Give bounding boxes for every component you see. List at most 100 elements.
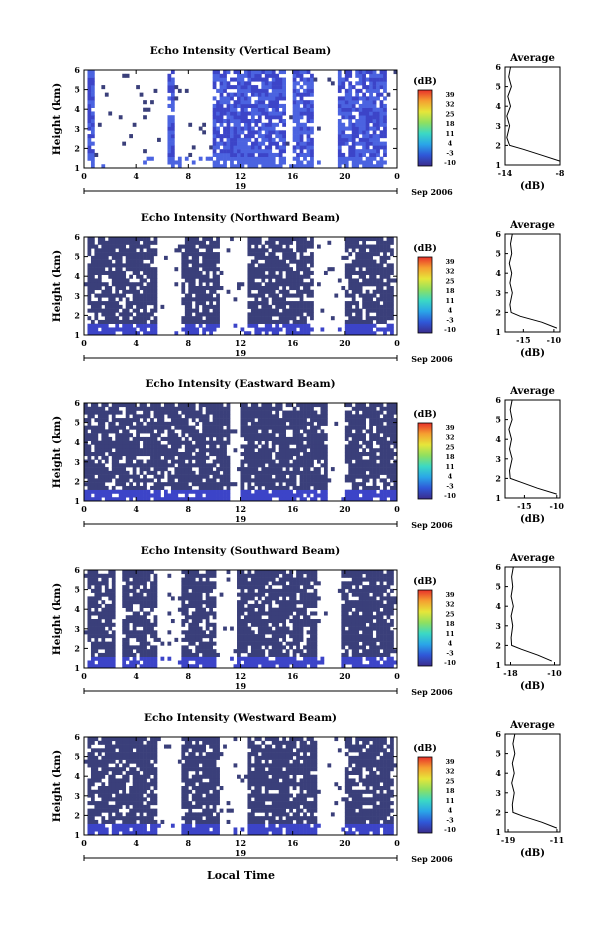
heatmap-cell <box>247 331 252 336</box>
heatmap-cell <box>223 100 227 105</box>
heatmap-cell <box>143 630 147 635</box>
heatmap-cell <box>275 81 280 86</box>
heatmap-cell <box>219 164 224 169</box>
heatmap-cell <box>365 444 370 449</box>
heatmap-cell <box>278 463 283 468</box>
heatmap-cell <box>146 421 151 426</box>
average-x-tick-label: -10 <box>550 501 565 511</box>
heatmap-cell <box>393 482 398 487</box>
heatmap-cell <box>202 641 207 646</box>
heatmap-cell <box>87 410 92 415</box>
heatmap-cell <box>362 270 366 275</box>
heatmap-cell <box>143 301 147 306</box>
heatmap-cell <box>261 414 266 419</box>
heatmap-cell <box>310 455 314 460</box>
heatmap-cell <box>285 452 290 457</box>
heatmap-cell <box>129 331 133 336</box>
heatmap-cell <box>344 263 349 268</box>
heatmap-cell <box>198 637 203 642</box>
heatmap-cell <box>358 130 363 135</box>
heatmap-cell <box>125 410 130 415</box>
heatmap-cell <box>278 248 283 253</box>
heatmap-cell <box>132 319 137 324</box>
heatmap-cell <box>254 100 259 105</box>
heatmap-cell <box>257 489 262 494</box>
heatmap-cell <box>111 577 116 582</box>
heatmap-cell <box>216 489 220 494</box>
heatmap-cell <box>240 414 245 419</box>
heatmap-cell <box>87 293 92 298</box>
heatmap-cell <box>205 263 210 268</box>
heatmap-cell <box>358 137 363 142</box>
heatmap-cell <box>143 267 147 272</box>
heatmap-cell <box>250 301 255 306</box>
heatmap-cell <box>240 485 245 490</box>
heatmap-cell <box>184 240 189 245</box>
heatmap-cell <box>202 130 207 135</box>
heatmap-cell <box>122 425 127 430</box>
heatmap-cell <box>195 263 200 268</box>
heatmap-cell <box>365 96 370 101</box>
heatmap-cell <box>216 286 220 291</box>
heatmap-cell <box>118 497 123 502</box>
heatmap-cell <box>216 467 220 472</box>
heatmap-cell <box>365 485 370 490</box>
heatmap-cell <box>358 418 363 423</box>
heatmap-cell <box>94 244 99 249</box>
heatmap-cell <box>237 77 241 82</box>
heatmap-cell <box>372 70 377 75</box>
heatmap-cell <box>216 403 220 408</box>
heatmap-cell <box>150 267 154 272</box>
heatmap-cell <box>118 452 123 457</box>
heatmap-cell <box>125 316 130 321</box>
heatmap-cell <box>184 244 189 249</box>
heatmap-cell <box>160 418 165 423</box>
heatmap-cell <box>153 577 158 582</box>
heatmap-cell <box>139 645 144 650</box>
heatmap-cell <box>153 327 158 332</box>
heatmap-cell <box>115 278 120 283</box>
heatmap-cell <box>184 248 189 253</box>
heatmap-cell <box>188 444 193 449</box>
heatmap-cell <box>289 482 293 487</box>
heatmap-cell <box>358 421 363 426</box>
heatmap-cell <box>278 301 283 306</box>
heatmap-cell <box>271 470 276 475</box>
heatmap-cell <box>243 111 248 116</box>
heatmap-cell <box>306 270 311 275</box>
heatmap-cell <box>365 331 370 336</box>
heatmap-cell <box>278 478 283 483</box>
heatmap-cell <box>90 656 95 661</box>
heatmap-cell <box>129 482 133 487</box>
heatmap-cell <box>84 497 88 502</box>
heatmap-cell <box>146 240 151 245</box>
heatmap-cell <box>223 152 227 157</box>
heatmap-cell <box>160 444 165 449</box>
heatmap-cell <box>170 122 175 127</box>
heatmap-cell <box>167 497 172 502</box>
heatmap-cell <box>348 274 353 279</box>
heatmap-cell <box>101 282 106 287</box>
heatmap-cell <box>146 289 151 294</box>
heatmap-cell <box>212 152 217 157</box>
heatmap-cell <box>101 421 106 426</box>
heatmap-cell <box>362 274 366 279</box>
heatmap-cell <box>264 88 269 93</box>
heatmap-cell <box>365 70 370 75</box>
heatmap-cell <box>323 410 328 415</box>
heatmap-cell <box>132 316 137 321</box>
heatmap-cell <box>188 301 193 306</box>
heatmap-cell <box>170 410 175 415</box>
heatmap-cell <box>111 634 116 639</box>
heatmap-cell <box>101 429 106 434</box>
heatmap-cell <box>181 622 186 627</box>
heatmap-cell <box>299 248 304 253</box>
heatmap-cell <box>362 115 366 120</box>
heatmap-cell <box>150 649 154 654</box>
heatmap-cell <box>292 107 297 112</box>
heatmap-cell <box>250 164 255 169</box>
heatmap-cell <box>303 463 307 468</box>
heatmap-cell <box>195 664 200 669</box>
colorbar-tick-label: 11 <box>445 297 454 305</box>
heatmap-cell <box>250 418 255 423</box>
